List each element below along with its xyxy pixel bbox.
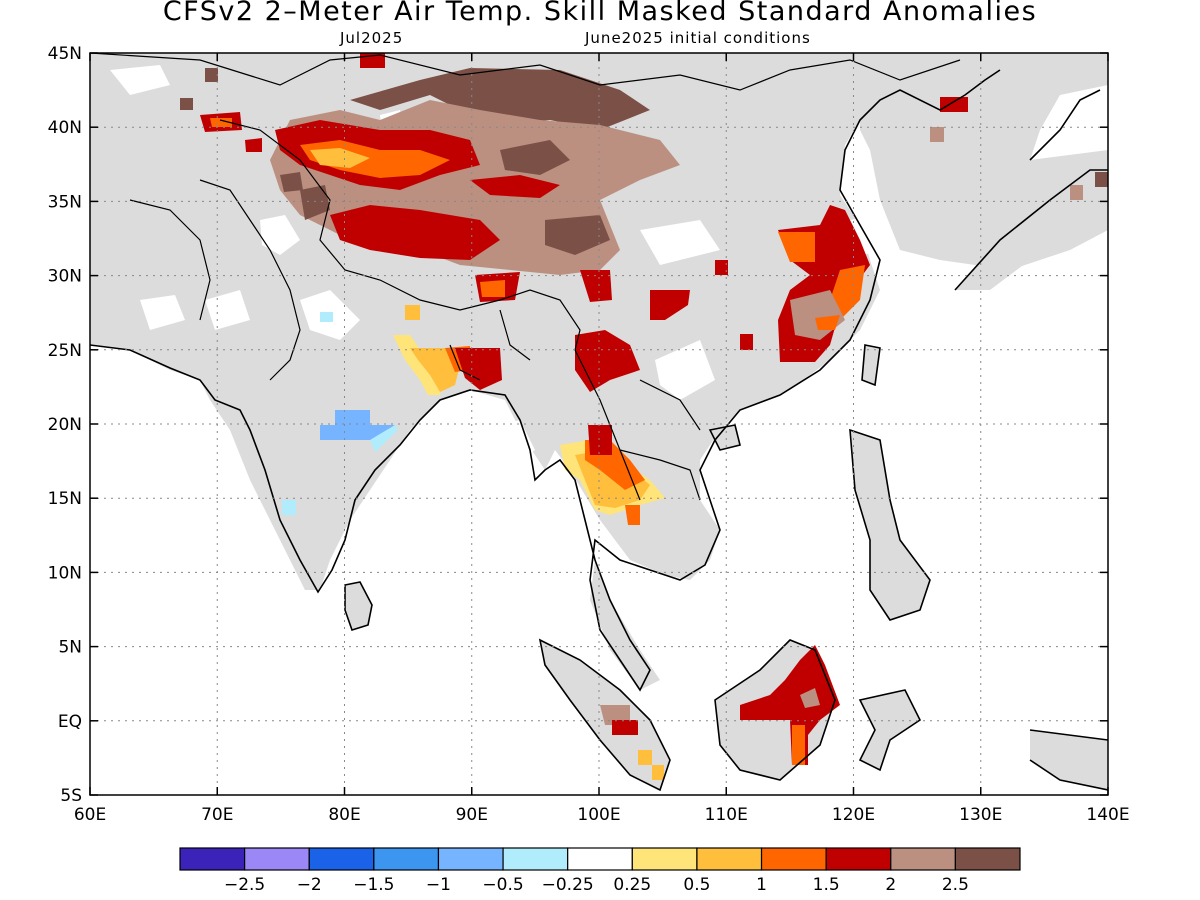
colorbar-label: 0.5 [683, 875, 710, 895]
colorbar-label: 0.25 [613, 875, 651, 895]
lon-tick-label: 120E [832, 805, 875, 825]
colorbar-swatch [696, 847, 763, 871]
land-taiwan [862, 345, 880, 385]
initial-conditions: June2025 initial conditions [585, 29, 811, 47]
east-china-warm-anomaly [575, 97, 1108, 392]
colorbar-label: 2 [885, 875, 896, 895]
lon-tick-label: 100E [577, 805, 620, 825]
graticule [90, 53, 1108, 795]
colorbar-swatch [567, 847, 633, 871]
india-cool-anomaly [282, 312, 398, 515]
colorbar-swatch [308, 847, 375, 871]
colorbar-label: −1.5 [353, 875, 394, 895]
colorbar-swatch [244, 847, 310, 871]
lat-tick-label: 15N [48, 489, 82, 509]
colorbar-label: 1 [756, 875, 767, 895]
colorbar-swatch [890, 847, 956, 871]
colorbar-swatch [825, 847, 892, 871]
lon-tick-label: 90E [456, 805, 488, 825]
colorbar-label: −0.25 [542, 875, 594, 895]
land-sulawesi [860, 690, 920, 770]
colorbar-label: 2.5 [942, 875, 969, 895]
lat-tick-label: 40N [48, 118, 82, 138]
colorbar-swatch [760, 847, 827, 871]
colorbar-swatch [179, 847, 246, 871]
tibet-warm-anomaly [270, 68, 680, 302]
land-japan [955, 170, 1108, 290]
lat-tick-label: 30N [48, 267, 82, 287]
colorbar-swatch [954, 847, 1021, 871]
lat-tick-label: 10N [48, 563, 82, 583]
land-philippines [850, 430, 930, 620]
colorbar-label: −1 [426, 875, 451, 895]
lat-tick-label: 25N [48, 341, 82, 361]
map-axes: 60E 70E 80E 90E 100E 110E 120E 130E 140E 45N 40N 35… [48, 44, 1130, 825]
colorbar-swatch [437, 847, 504, 871]
lon-tick-label: 70E [201, 805, 233, 825]
colorbar-label: 1.5 [813, 875, 840, 895]
colorbar-label: −2.5 [224, 875, 265, 895]
lon-tick-label: 110E [705, 805, 748, 825]
chart-title: CFSv2 2–Meter Air Temp. Skill Masked Sta… [162, 0, 1038, 27]
colorbar-swatch [373, 847, 440, 871]
land-sri-lanka [345, 582, 372, 630]
lat-tick-label: 35N [48, 192, 82, 212]
colorbar-label: −0.5 [482, 875, 523, 895]
lon-tick-label: 80E [328, 805, 360, 825]
colorbar-swatch [631, 847, 698, 871]
land-papua [1030, 730, 1108, 790]
lat-tick-label: 5S [60, 786, 82, 806]
colorbar-swatch [502, 847, 569, 871]
lat-tick-label: 20N [48, 415, 82, 435]
colorbar: −2.5 −2 −1.5 −1 −0.5 −0.25 0.25 0.5 1 1.5 2 2.5 [179, 847, 1021, 895]
colorbar-label: −2 [297, 875, 322, 895]
lat-tick-label: 5N [58, 638, 82, 658]
maritime-warm-anomaly [600, 645, 840, 780]
lon-tick-label: 60E [74, 805, 106, 825]
lat-tick-label: EQ [58, 712, 82, 732]
lon-tick-label: 140E [1086, 805, 1129, 825]
bengal-warm-anomaly [393, 305, 502, 395]
lat-tick-label: 45N [48, 44, 82, 64]
forecast-month: Jul2025 [340, 29, 404, 47]
country-borders [90, 53, 961, 501]
coastlines [90, 69, 1108, 792]
lon-tick-label: 130E [959, 805, 1002, 825]
